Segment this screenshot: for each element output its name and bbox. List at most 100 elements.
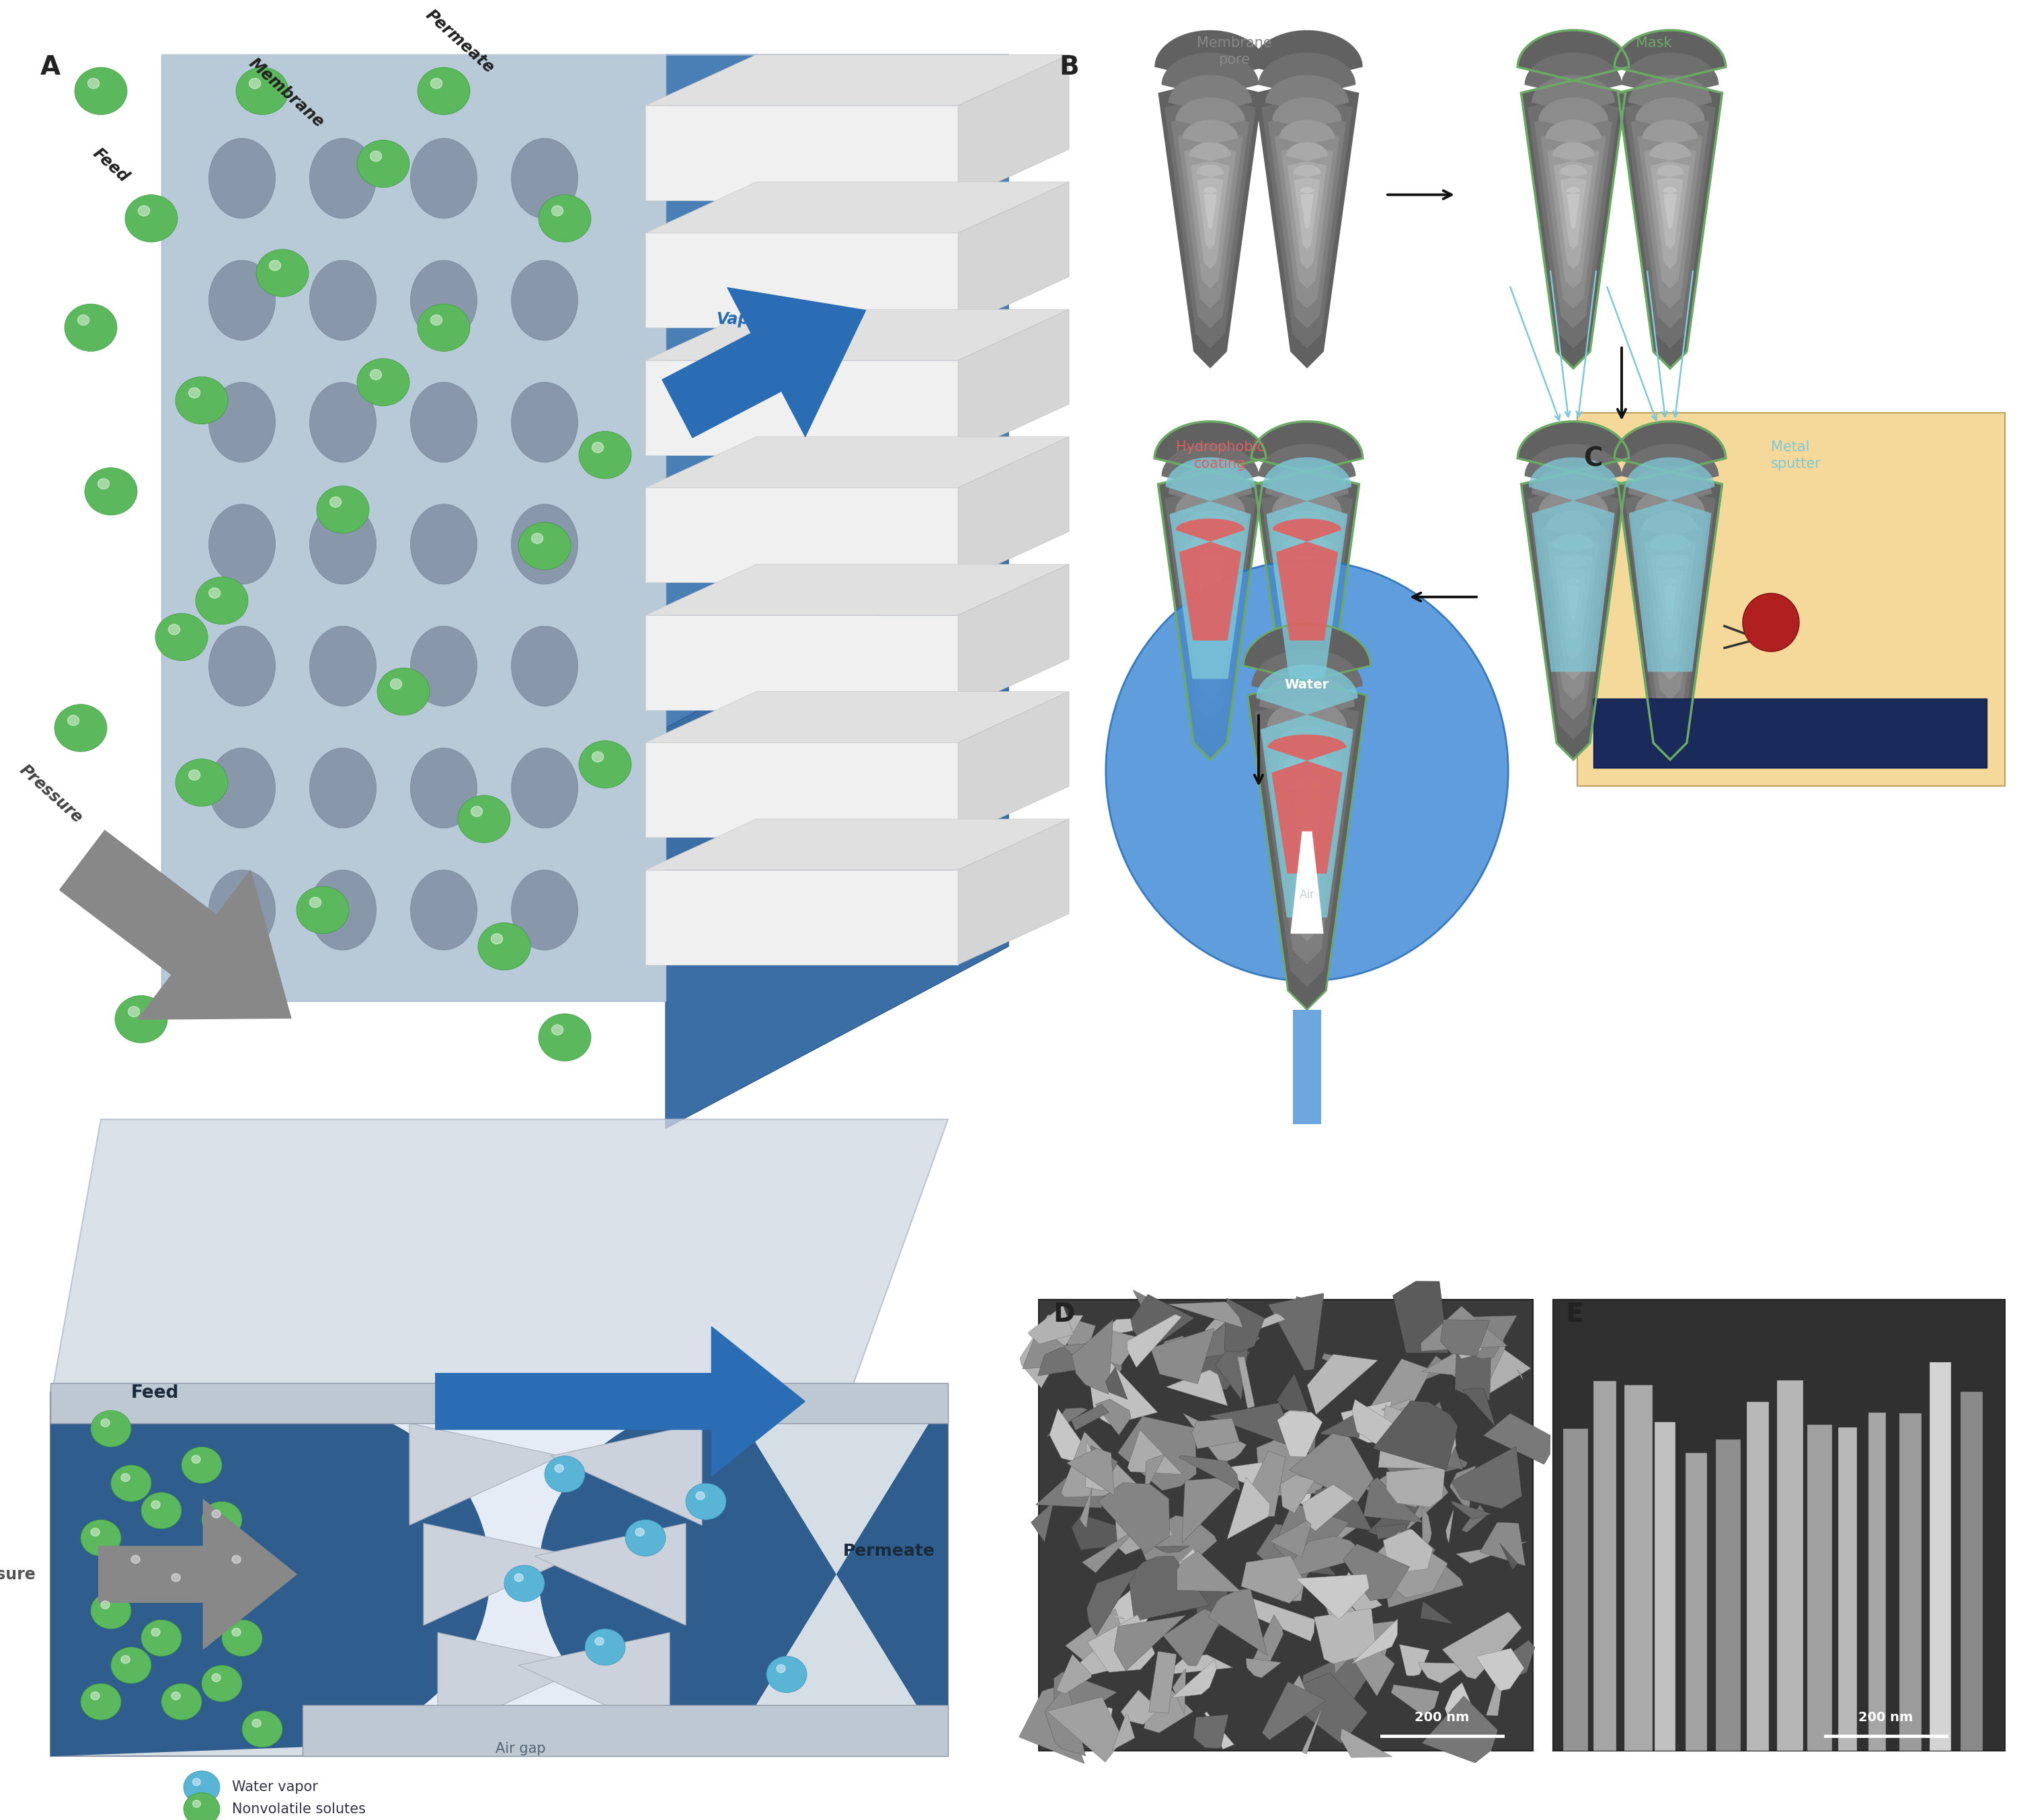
Ellipse shape (210, 260, 274, 340)
Polygon shape (645, 106, 958, 200)
Circle shape (777, 1665, 785, 1673)
Polygon shape (1622, 53, 1718, 348)
Circle shape (242, 1711, 282, 1747)
Circle shape (250, 78, 260, 89)
Polygon shape (1452, 1447, 1523, 1509)
Polygon shape (1182, 1412, 1247, 1463)
Polygon shape (1277, 1410, 1323, 1458)
Polygon shape (1386, 1560, 1462, 1607)
Ellipse shape (309, 260, 375, 340)
Polygon shape (1442, 1325, 1485, 1358)
Polygon shape (1071, 1638, 1111, 1676)
Polygon shape (1390, 1538, 1436, 1587)
Polygon shape (1265, 466, 1349, 721)
Circle shape (635, 1529, 643, 1536)
Polygon shape (1281, 1403, 1319, 1440)
Polygon shape (1063, 1341, 1121, 1396)
Polygon shape (1517, 422, 1630, 759)
Circle shape (222, 1620, 262, 1656)
Circle shape (532, 533, 543, 544)
Text: 200 nm: 200 nm (1858, 1711, 1914, 1724)
Text: D: D (1053, 1301, 1075, 1327)
Polygon shape (1553, 533, 1593, 661)
Polygon shape (645, 437, 1069, 488)
FancyBboxPatch shape (1593, 699, 1987, 768)
Circle shape (141, 1492, 182, 1529)
Ellipse shape (309, 382, 375, 462)
Circle shape (432, 78, 442, 89)
Polygon shape (1664, 579, 1676, 621)
Polygon shape (1517, 1369, 1523, 1380)
Polygon shape (1384, 1529, 1432, 1574)
Polygon shape (1656, 164, 1684, 249)
Polygon shape (1501, 1543, 1517, 1569)
Circle shape (418, 67, 470, 115)
Ellipse shape (411, 870, 476, 950)
Polygon shape (1079, 1487, 1093, 1529)
Polygon shape (1452, 1502, 1491, 1520)
Polygon shape (1111, 1714, 1136, 1751)
Circle shape (357, 140, 409, 187)
Text: Pressure: Pressure (16, 761, 85, 826)
Polygon shape (1240, 1451, 1285, 1518)
Circle shape (65, 304, 117, 351)
Polygon shape (1293, 164, 1321, 249)
Polygon shape (645, 743, 958, 837)
Polygon shape (1029, 1305, 1073, 1345)
Polygon shape (1307, 1505, 1363, 1552)
FancyBboxPatch shape (1654, 1421, 1676, 1751)
Polygon shape (1162, 53, 1259, 348)
FancyBboxPatch shape (1930, 1361, 1950, 1751)
Polygon shape (958, 55, 1069, 200)
Polygon shape (1539, 96, 1608, 309)
Circle shape (518, 522, 571, 570)
Polygon shape (1067, 1449, 1115, 1496)
Circle shape (121, 1474, 129, 1481)
Polygon shape (539, 1392, 948, 1756)
Polygon shape (1057, 1654, 1091, 1694)
Circle shape (470, 806, 482, 817)
Circle shape (371, 369, 381, 380)
Polygon shape (1642, 511, 1698, 681)
Polygon shape (1150, 1651, 1176, 1713)
Polygon shape (1182, 511, 1238, 681)
Polygon shape (1636, 96, 1704, 309)
Circle shape (377, 668, 430, 715)
Polygon shape (1196, 1562, 1232, 1643)
Circle shape (75, 67, 127, 115)
Circle shape (111, 1465, 151, 1502)
Polygon shape (1323, 1585, 1357, 1620)
Polygon shape (1255, 1314, 1285, 1330)
Text: A: A (40, 55, 61, 80)
Polygon shape (1420, 1602, 1454, 1623)
Circle shape (151, 1502, 159, 1509)
Polygon shape (1257, 664, 1357, 917)
Circle shape (81, 1683, 121, 1720)
Ellipse shape (411, 748, 476, 828)
FancyBboxPatch shape (1716, 1440, 1741, 1751)
Ellipse shape (411, 504, 476, 584)
Polygon shape (1144, 1674, 1194, 1733)
Ellipse shape (210, 870, 274, 950)
Circle shape (696, 1492, 704, 1500)
Polygon shape (1480, 1522, 1525, 1565)
Circle shape (585, 1629, 625, 1665)
Polygon shape (1105, 1367, 1128, 1400)
Polygon shape (1267, 701, 1347, 941)
Polygon shape (1259, 675, 1355, 965)
Polygon shape (1154, 422, 1267, 759)
Ellipse shape (210, 504, 274, 584)
Polygon shape (1085, 1441, 1111, 1491)
Polygon shape (1285, 1476, 1315, 1507)
Polygon shape (1053, 1673, 1117, 1727)
Circle shape (175, 759, 228, 806)
Polygon shape (1178, 1551, 1240, 1592)
Polygon shape (1392, 1685, 1440, 1714)
Polygon shape (645, 615, 958, 710)
Circle shape (129, 1006, 139, 1017)
Polygon shape (1178, 1456, 1240, 1491)
Circle shape (69, 715, 79, 726)
Polygon shape (1287, 142, 1327, 269)
Polygon shape (1454, 1340, 1491, 1401)
Circle shape (91, 1410, 131, 1447)
